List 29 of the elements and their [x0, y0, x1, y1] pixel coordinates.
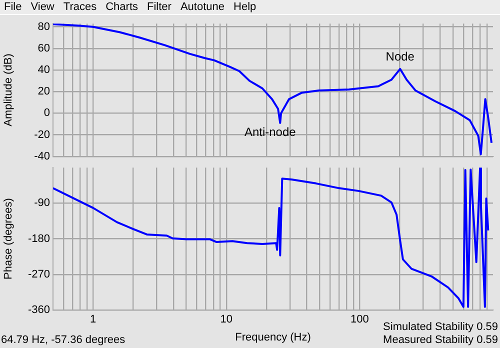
text: 64.79 Hz, -57.36 degrees	[1, 334, 126, 346]
y-tick-label: -20	[34, 128, 50, 141]
annotation: Node	[386, 49, 415, 64]
x-tick-label: 100	[350, 314, 369, 326]
text: File	[4, 1, 22, 13]
y-tick-label: 20	[38, 86, 50, 98]
text: Measured Stability 0.59	[383, 334, 498, 346]
y-axis-title: Amplitude (dB)	[2, 54, 15, 126]
x-tick-label: 1	[90, 314, 96, 326]
annotation: Anti-node	[244, 125, 296, 140]
text: View	[30, 1, 54, 13]
y-axis-title: Phase (degrees)	[2, 198, 15, 280]
text: Simulated Stability 0.59	[383, 321, 498, 333]
text: Traces	[63, 1, 97, 13]
y-tick-label: -360	[28, 304, 50, 316]
y-tick-label: -40	[34, 150, 50, 162]
y-tick-label: -270	[28, 268, 50, 280]
y-tick-label: 80	[38, 20, 50, 33]
text: Autotune	[180, 1, 225, 13]
y-tick-label: 40	[38, 64, 50, 76]
y-tick-label: 60	[38, 42, 50, 54]
x-axis-title: Frequency (Hz)	[235, 331, 311, 344]
y-tick-label: -180	[28, 232, 50, 245]
y-tick-label: 0	[44, 107, 50, 120]
y-tick-label: -90	[34, 197, 50, 210]
text: Filter	[147, 1, 172, 13]
text: Charts	[106, 1, 138, 13]
text: Help	[234, 1, 256, 13]
x-tick-label: 10	[220, 314, 233, 326]
